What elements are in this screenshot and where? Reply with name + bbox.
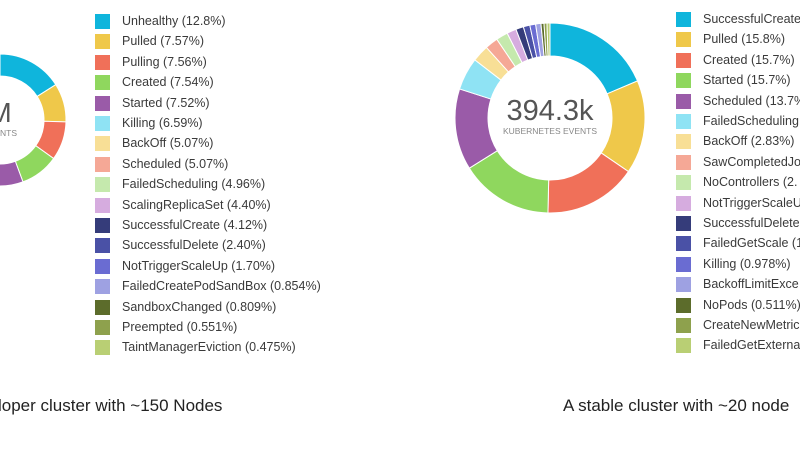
legend-label: SuccessfulCreate (4.12%): [122, 218, 268, 232]
legend-swatch: [676, 216, 691, 231]
legend-label: FailedGetExterna: [703, 338, 800, 353]
legend-swatch: [95, 197, 110, 213]
legend-swatch: [676, 134, 691, 150]
legend-swatch: [676, 318, 691, 333]
legend-label: Killing (0.978%): [703, 256, 791, 271]
legend-label: FailedScheduling: [703, 114, 799, 128]
legend-label: BackOff (5.07%): [122, 136, 214, 151]
legend-label: Killing (6.59%): [122, 116, 203, 130]
legend-label: Pulled (15.8%): [703, 32, 785, 47]
legend-swatch: [676, 32, 691, 48]
legend-label: NoControllers (2.: [703, 175, 798, 190]
donut-slice-0-4: [0, 160, 24, 187]
legend-swatch: [676, 154, 691, 170]
legend-swatch: [95, 156, 110, 172]
legend-swatch: [95, 238, 110, 254]
legend-swatch: [95, 54, 110, 70]
donut-slice-1-16: [546, 22, 551, 57]
legend-swatch: [676, 114, 691, 129]
legend-swatch: [95, 14, 110, 29]
legend-label: BackOff (2.83%): [703, 134, 795, 149]
legend-label: SuccessfulDelete: [703, 216, 800, 230]
legend-label: Pulled (7.57%): [122, 34, 204, 49]
legend-swatch: [95, 279, 110, 295]
legend-swatch: [95, 34, 110, 50]
legend-label: Scheduled (13.7%: [703, 93, 800, 108]
legend-label: Started (15.7%): [703, 73, 791, 88]
legend-label: Scheduled (5.07%): [122, 156, 229, 171]
legend-label: Preempted (0.551%): [122, 320, 238, 334]
legend-label: TaintManagerEviction (0.475%): [122, 340, 296, 355]
legend-swatch: [95, 218, 110, 233]
legend-label: SuccessfulDelete (2.40%): [122, 238, 266, 253]
legend-swatch: [676, 195, 691, 211]
legend-swatch: [95, 320, 110, 335]
legend-swatch: [95, 340, 110, 356]
legend-swatch: [676, 256, 691, 272]
legend-label: CreateNewMetric: [703, 318, 800, 332]
legend-swatch: [676, 52, 691, 68]
legend-swatch: [676, 93, 691, 109]
legend-label: Started (7.52%): [122, 95, 210, 110]
legend-label: SandboxChanged (0.809%): [122, 299, 277, 314]
legend-swatch: [95, 177, 110, 193]
legend-swatch: [95, 95, 110, 111]
legend-swatch: [676, 236, 691, 252]
legend-swatch: [676, 175, 691, 191]
legend-swatch: [676, 277, 691, 293]
legend-swatch: [95, 136, 110, 152]
legend-swatch: [676, 338, 691, 354]
legend-label: SuccessfulCreate: [703, 12, 800, 26]
legend-label: ScalingReplicaSet (4.40%): [122, 197, 271, 212]
legend-swatch: [676, 73, 691, 89]
legend-label: Unhealthy (12.8%): [122, 14, 226, 28]
donut-center-label-0: EVENTS: [0, 128, 17, 138]
legend-label: BackoffLimitExce: [703, 277, 799, 292]
legend-swatch: [676, 12, 691, 27]
legend-label: NotTriggerScaleU: [703, 195, 800, 210]
legend-label: FailedScheduling (4.96%): [122, 177, 266, 192]
legend-label: Pulling (7.56%): [122, 54, 207, 69]
donut-center-value-1: 394.3k: [506, 95, 594, 127]
legend-label: FailedGetScale (1: [703, 236, 800, 251]
legend-swatch: [95, 299, 110, 315]
legend-label: SawCompletedJo: [703, 154, 800, 169]
legend-swatch: [95, 116, 110, 131]
donut-slice-1-0: [549, 22, 639, 95]
caption-left-chart: loper cluster with ~150 Nodes: [0, 396, 223, 415]
caption-right-chart: A stable cluster with ~20 node: [563, 396, 790, 415]
legend-label: FailedCreatePodSandBox (0.854%): [122, 279, 321, 294]
donut-center-value-0: M: [0, 97, 12, 128]
legend-label: Created (15.7%): [703, 52, 795, 67]
legend-label: NotTriggerScaleUp (1.70%): [122, 258, 276, 273]
legend-label: Created (7.54%): [122, 75, 214, 90]
donut-center-label-1: KUBERNETES EVENTS: [503, 126, 597, 136]
legend-swatch: [95, 258, 110, 274]
legend-swatch: [95, 75, 110, 91]
legend-swatch: [676, 297, 691, 313]
legend-label: NoPods (0.511%): [703, 297, 800, 312]
